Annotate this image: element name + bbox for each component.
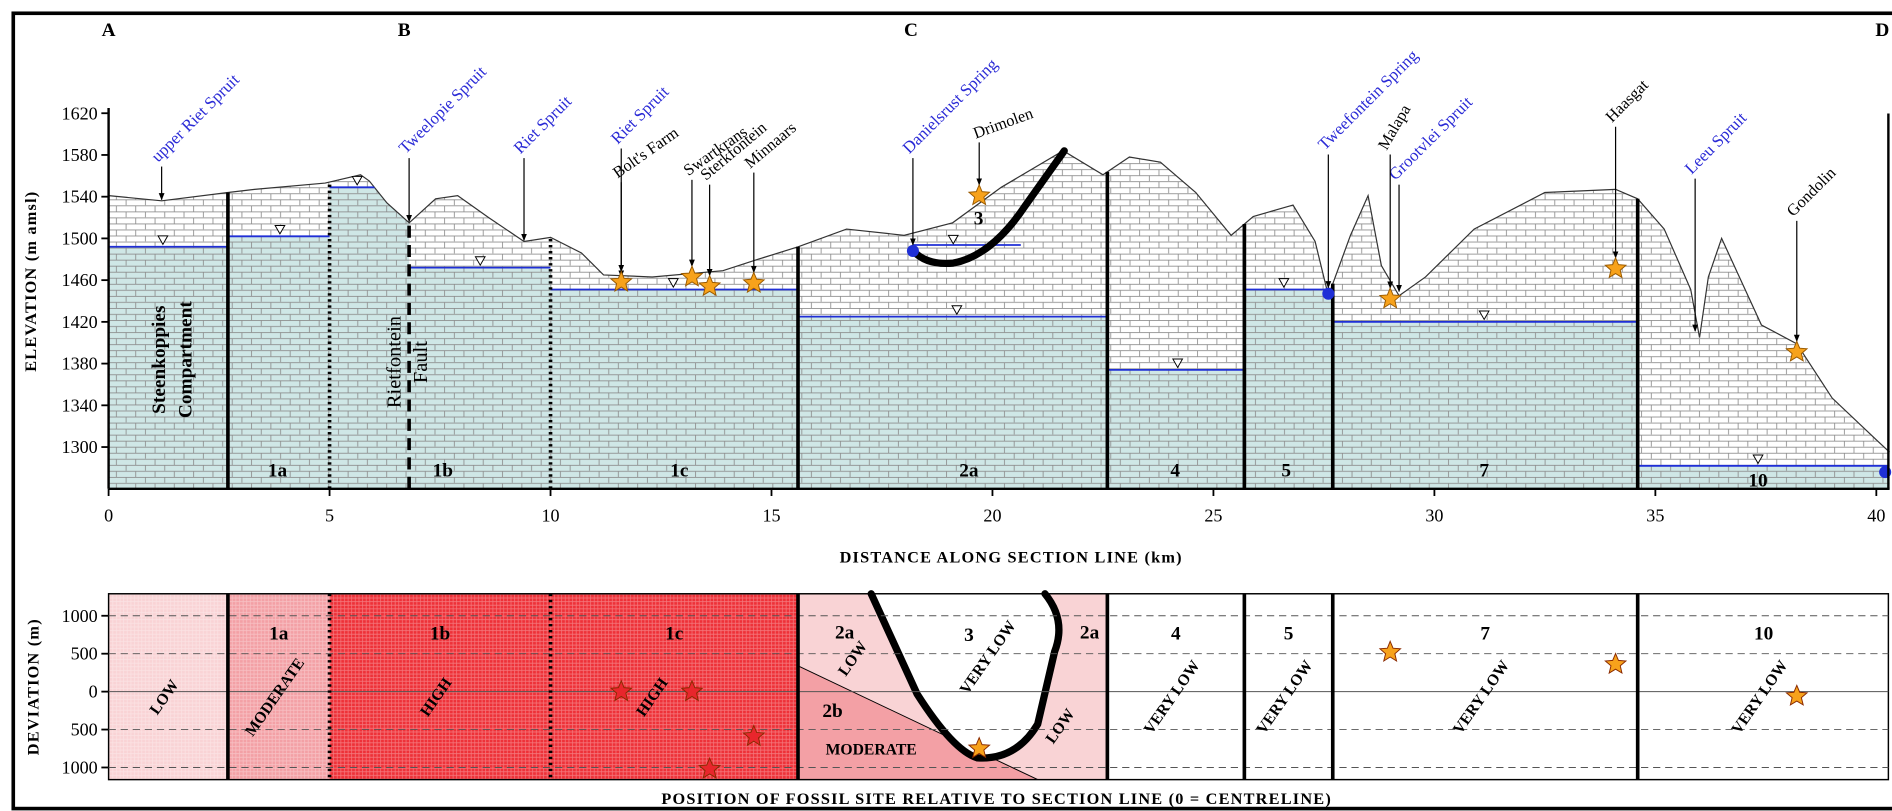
spring	[907, 245, 919, 257]
y-axis-title: DEVIATION (m)	[24, 618, 43, 755]
compartment-label: 3	[974, 208, 984, 229]
limestone-pattern	[109, 151, 1890, 489]
spring	[1322, 288, 1334, 300]
zone-label: 2a	[1080, 622, 1100, 643]
compartment-label: 1b	[433, 461, 453, 482]
x-axis-title: POSITION OF FOSSIL SITE RELATIVE TO SECT…	[661, 789, 1332, 808]
x-tick-label: 5	[325, 505, 334, 525]
zone-label: 5	[1284, 624, 1294, 645]
compartment-label: 1c	[670, 461, 689, 482]
y-tick-label: 1000	[62, 606, 98, 626]
y-tick-label: 1460	[62, 270, 98, 290]
y-tick-label: 1620	[62, 103, 98, 123]
annotation: Rietfontein	[383, 316, 405, 408]
y-tick-label: 1340	[62, 395, 98, 415]
section-point-label: D	[1875, 20, 1889, 41]
y-tick-label: 0	[89, 682, 98, 702]
section-point-label: B	[398, 20, 411, 41]
zone-label: 1b	[430, 624, 450, 645]
x-tick-label: 10	[541, 505, 559, 525]
y-tick-label: 1380	[62, 354, 98, 374]
zone-label: 2a	[835, 622, 855, 643]
y-tick-label: 500	[71, 720, 98, 740]
y-tick-label: 1540	[62, 187, 98, 207]
compartment-label: 7	[1479, 461, 1489, 482]
y-axis-title: ELEVATION (m amsl)	[21, 191, 40, 372]
zone-label: 4	[1171, 624, 1181, 645]
y-tick-label: 1300	[62, 437, 98, 457]
zone-label: 1a	[269, 624, 289, 645]
zone-label: 3	[964, 625, 974, 646]
compartment-label: 5	[1281, 461, 1291, 482]
section-point-label: C	[904, 20, 918, 41]
y-tick-label: 1000	[62, 758, 98, 778]
y-tick-label: 1500	[62, 228, 98, 248]
x-tick-label: 20	[983, 505, 1001, 525]
zone-label: 10	[1754, 624, 1773, 645]
x-tick-label: 40	[1867, 505, 1885, 525]
figure: A B C D 1a 1b 1c 2a 4 5 7 10 3 SteenkoppiesCompartmen…	[0, 0, 1892, 811]
compartment-label: 1a	[268, 461, 288, 482]
x-tick-label: 25	[1204, 505, 1222, 525]
annotation: Compartment	[175, 301, 196, 418]
annotation: Steenkoppies	[149, 305, 170, 414]
annotation: Fault	[410, 341, 432, 383]
y-tick-label: 500	[71, 644, 98, 664]
risk-label: MODERATE	[826, 741, 917, 758]
x-tick-label: 35	[1646, 505, 1664, 525]
page: { "section_points": ["A", "B", "C", "D"]…	[0, 0, 1892, 811]
x-tick-label: 0	[104, 505, 113, 525]
x-tick-label: 15	[762, 505, 780, 525]
risk-zone-texture	[551, 594, 798, 780]
y-tick-label: 1420	[62, 312, 98, 332]
zone-label: 1c	[665, 624, 684, 645]
section-point-label: A	[102, 20, 116, 41]
compartment-label: 2a	[959, 461, 979, 482]
x-axis-title: DISTANCE ALONG SECTION LINE (km)	[840, 547, 1183, 566]
zone-label: 2b	[822, 701, 842, 722]
zone-label: 7	[1480, 624, 1490, 645]
compartment-label: 4	[1170, 461, 1180, 482]
x-tick-label: 30	[1425, 505, 1443, 525]
y-tick-label: 1580	[62, 145, 98, 165]
